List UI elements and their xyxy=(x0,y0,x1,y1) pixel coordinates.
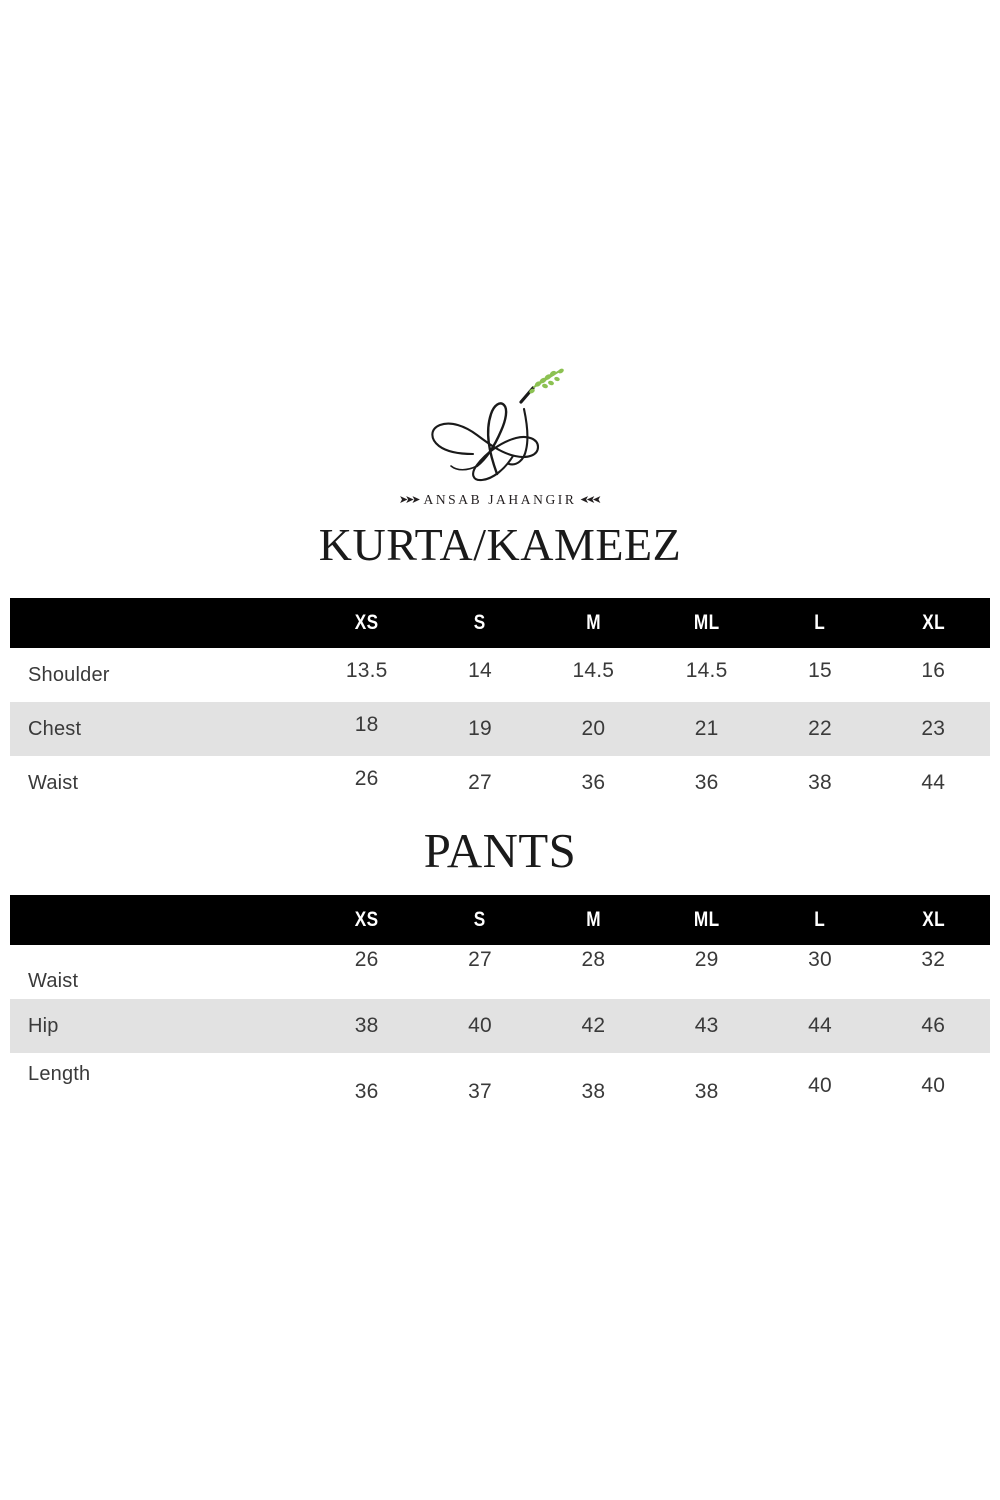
cell-length-xs: 36 xyxy=(354,1080,379,1103)
cell-hip-m: 42 xyxy=(581,1014,606,1037)
size-table-pants: XS S M ML L XL Waist 26 27 28 29 30 32 H… xyxy=(10,895,990,1107)
table-row: Waist 26 27 28 29 30 32 xyxy=(10,945,990,999)
cell-pants-waist-xs: 26 xyxy=(354,948,379,971)
header-size-xl: XL xyxy=(921,611,945,634)
cell-chest-s: 19 xyxy=(468,717,492,740)
header-size-s: S xyxy=(474,611,486,634)
cell-chest-xl: 23 xyxy=(921,717,946,740)
cell-hip-s: 40 xyxy=(468,1014,492,1037)
header-size-xs: XS xyxy=(354,908,379,931)
cell-shoulder-s: 14 xyxy=(468,659,492,682)
cell-length-ml: 38 xyxy=(694,1080,719,1103)
cell-chest-m: 20 xyxy=(581,717,606,740)
monogram-aj-icon xyxy=(431,368,564,482)
cell-chest-ml: 21 xyxy=(694,717,719,740)
cell-shoulder-xl: 16 xyxy=(921,659,946,682)
cell-shoulder-m: 14.5 xyxy=(572,659,615,682)
cell-waist-l: 38 xyxy=(808,771,832,794)
cell-hip-xs: 38 xyxy=(354,1014,379,1037)
table-header-row-pants: XS S M ML L XL xyxy=(10,895,990,945)
cell-chest-l: 22 xyxy=(808,717,832,740)
row-label-length: Length xyxy=(28,1062,91,1085)
row-label-chest: Chest xyxy=(28,717,82,740)
cell-waist-xl: 44 xyxy=(921,771,946,794)
row-label-hip: Hip xyxy=(28,1014,59,1037)
cell-hip-l: 44 xyxy=(808,1014,832,1037)
header-size-l: L xyxy=(814,908,826,931)
brand-wordmark: ➤➤➤ ANSAB JAHANGIR ➤➤➤ xyxy=(0,492,1000,508)
section-title-kurta: KURTA/KAMEEZ xyxy=(318,519,682,570)
section-title-pants: PANTS xyxy=(0,823,1000,879)
table-row: Shoulder 13.5 14 14.5 14.5 15 16 xyxy=(10,648,990,702)
cell-waist-m: 36 xyxy=(581,771,606,794)
cell-length-l: 40 xyxy=(808,1074,832,1097)
cell-shoulder-xs: 13.5 xyxy=(345,659,388,682)
header-size-m: M xyxy=(585,611,601,634)
header-size-xl: XL xyxy=(921,908,945,931)
cell-length-s: 37 xyxy=(468,1080,492,1103)
cell-shoulder-l: 15 xyxy=(808,659,832,682)
row-label-waist: Waist xyxy=(28,771,79,794)
ornament-right-icon: ➤➤➤ xyxy=(582,493,602,506)
cell-waist-xs: 26 xyxy=(354,767,379,790)
row-label-pants-waist: Waist xyxy=(28,969,79,992)
cell-length-xl: 40 xyxy=(921,1074,946,1097)
cell-length-m: 38 xyxy=(581,1080,606,1103)
cell-shoulder-ml: 14.5 xyxy=(685,659,728,682)
header-size-ml: ML xyxy=(693,908,720,931)
cell-pants-waist-l: 30 xyxy=(808,948,832,971)
table-row: Chest 18 19 20 21 22 23 xyxy=(10,702,990,756)
header-size-xs: XS xyxy=(354,611,379,634)
cell-pants-waist-xl: 32 xyxy=(921,948,946,971)
cell-waist-ml: 36 xyxy=(694,771,719,794)
cell-chest-xs: 18 xyxy=(354,713,379,736)
cell-pants-waist-ml: 29 xyxy=(694,948,719,971)
table-row: Length 36 37 38 38 40 40 xyxy=(10,1053,990,1107)
header-size-l: L xyxy=(814,611,826,634)
brand-name: ANSAB JAHANGIR xyxy=(423,492,577,507)
cell-hip-ml: 43 xyxy=(694,1014,719,1037)
row-label-shoulder: Shoulder xyxy=(28,663,110,686)
header-size-m: M xyxy=(585,908,601,931)
table-header-row-kurta: XS S M ML L XL xyxy=(10,598,990,648)
header-size-ml: ML xyxy=(693,611,720,634)
cell-pants-waist-s: 27 xyxy=(468,948,492,971)
header-size-s: S xyxy=(474,908,486,931)
size-table-kurta: XS S M ML L XL Shoulder 13.5 14 14.5 14.… xyxy=(10,598,990,810)
table-row: Waist 26 27 36 36 38 44 xyxy=(10,756,990,810)
ornament-left-icon: ➤➤➤ xyxy=(398,493,421,506)
cell-hip-xl: 46 xyxy=(921,1014,946,1037)
table-row: Hip 38 40 42 43 44 46 xyxy=(10,999,990,1053)
brand-logo: ➤➤➤ ANSAB JAHANGIR ➤➤➤ xyxy=(0,368,1000,508)
cell-waist-s: 27 xyxy=(468,771,492,794)
cell-pants-waist-m: 28 xyxy=(581,948,606,971)
pants-title-text: PANTS xyxy=(423,824,577,878)
